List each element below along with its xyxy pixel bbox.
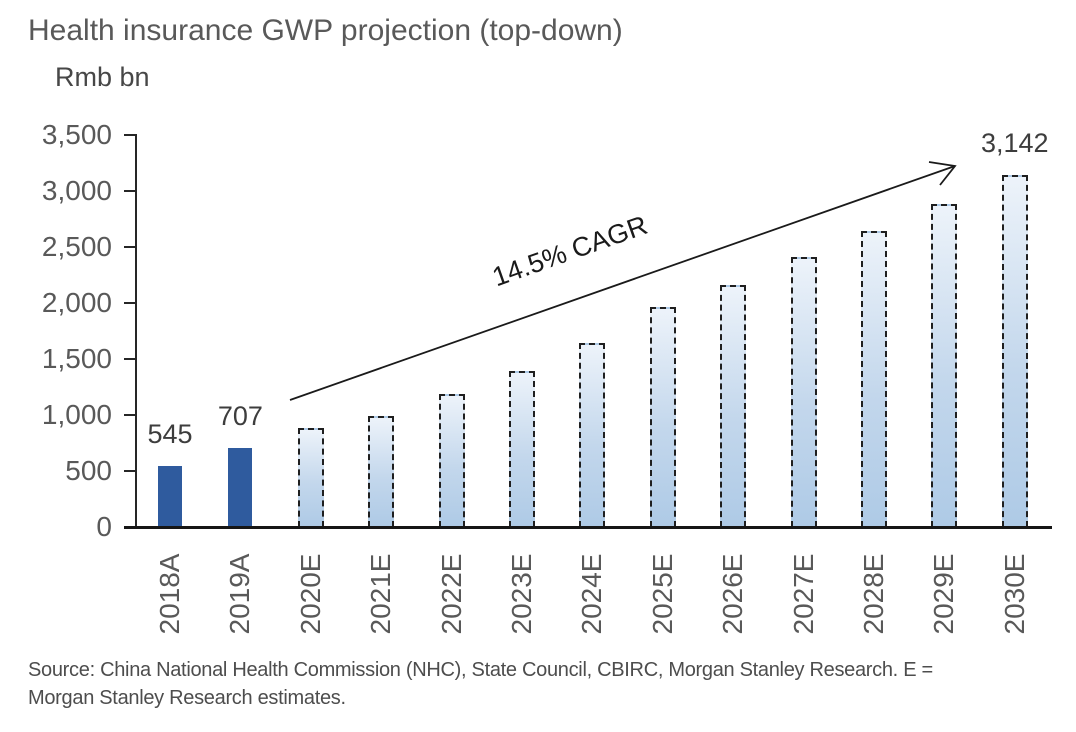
y-axis-tick: [124, 470, 137, 472]
source-line: Source: China National Health Commission…: [28, 659, 933, 681]
projected-bar-2026E: [720, 285, 747, 527]
projected-bar-2020E: [297, 428, 324, 527]
y-axis-tick-label: 2,000: [41, 287, 112, 318]
bar-value-label: 3,142: [981, 128, 1049, 158]
y-axis-tick-label: 2,500: [41, 231, 112, 262]
projected-bar-2030E: [1001, 175, 1028, 527]
source-line: Morgan Stanley Research estimates.: [28, 687, 346, 709]
projected-bar-2023E: [509, 371, 535, 527]
bar-value-label: 545: [147, 419, 193, 449]
y-axis-tick: [124, 246, 137, 248]
actual-bar-2018A: [158, 466, 182, 527]
projected-bar-2021E: [368, 416, 395, 527]
y-axis-title: Rmb bn: [55, 62, 150, 92]
projected-bar-2028E: [861, 231, 887, 527]
y-axis-tick-label: 1,500: [41, 343, 112, 374]
y-axis-tick: [124, 302, 137, 304]
y-axis-tick-label: 3,000: [41, 175, 112, 206]
bar-value-label: 707: [217, 401, 263, 431]
chart-title: Health insurance GWP projection (top-dow…: [28, 14, 623, 47]
y-axis-tick-label: 0: [96, 511, 112, 542]
y-axis-tick-label: 3,500: [41, 119, 112, 150]
y-axis-tick: [124, 134, 137, 136]
y-axis-line: [135, 134, 137, 528]
y-axis-tick: [124, 190, 137, 192]
y-axis-tick-label: 1,000: [41, 399, 112, 430]
projected-bar-2024E: [579, 343, 606, 527]
projected-bar-2022E: [438, 394, 465, 527]
y-axis-tick: [124, 414, 137, 416]
y-axis-tick-label: 500: [65, 455, 112, 486]
source-note: Source: China National Health Commission…: [28, 656, 1033, 712]
x-axis-line: [124, 526, 1052, 529]
y-axis-tick: [124, 358, 137, 360]
projected-bar-2027E: [790, 257, 817, 527]
projected-bar-2025E: [649, 307, 676, 527]
projected-bar-2029E: [931, 204, 958, 527]
actual-bar-2019A: [228, 448, 253, 527]
